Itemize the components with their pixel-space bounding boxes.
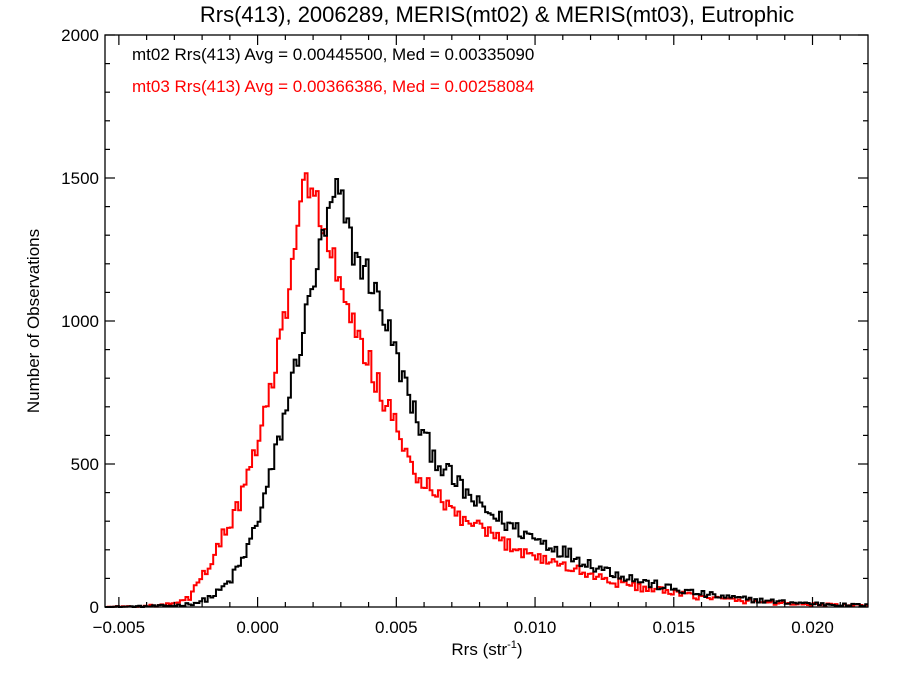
y-tick-label: 0 <box>90 598 99 617</box>
y-axis: 0 500 1000 1500 2000 <box>61 26 868 617</box>
x-tick-label: 0.015 <box>653 618 696 637</box>
y-axis-label: Number of Observations <box>24 229 43 413</box>
y-tick-label: 2000 <box>61 26 99 45</box>
x-axis-label: Rrs (str-1) <box>451 639 522 659</box>
plot-frame <box>104 34 869 608</box>
x-tick-label: 0.000 <box>236 618 279 637</box>
legend-entry-mt02: mt02 Rrs(413) Avg = 0.00445500, Med = 0.… <box>132 45 534 64</box>
x-axis-label-text: Rrs (str <box>451 640 507 659</box>
y-tick-label: 1500 <box>61 169 99 188</box>
series-mt02-line <box>105 177 868 608</box>
x-tick-label: 0.005 <box>375 618 418 637</box>
series-layer <box>105 172 868 608</box>
y-tick-label: 500 <box>71 455 99 474</box>
x-axis-label-close: ) <box>517 640 523 659</box>
x-tick-label: −0.005 <box>93 618 145 637</box>
x-axis: −0.005 0.000 0.005 0.010 0.015 0.020 <box>93 35 841 637</box>
legend-entry-mt03: mt03 Rrs(413) Avg = 0.00366386, Med = 0.… <box>132 77 534 96</box>
x-tick-label: 0.020 <box>791 618 834 637</box>
x-tick-label: 0.010 <box>514 618 557 637</box>
series-mt03-line <box>105 172 868 608</box>
y-tick-label: 1000 <box>61 312 99 331</box>
x-axis-label-exponent: -1 <box>507 639 517 651</box>
chart-title: Rrs(413), 2006289, MERIS(mt02) & MERIS(m… <box>200 2 794 27</box>
